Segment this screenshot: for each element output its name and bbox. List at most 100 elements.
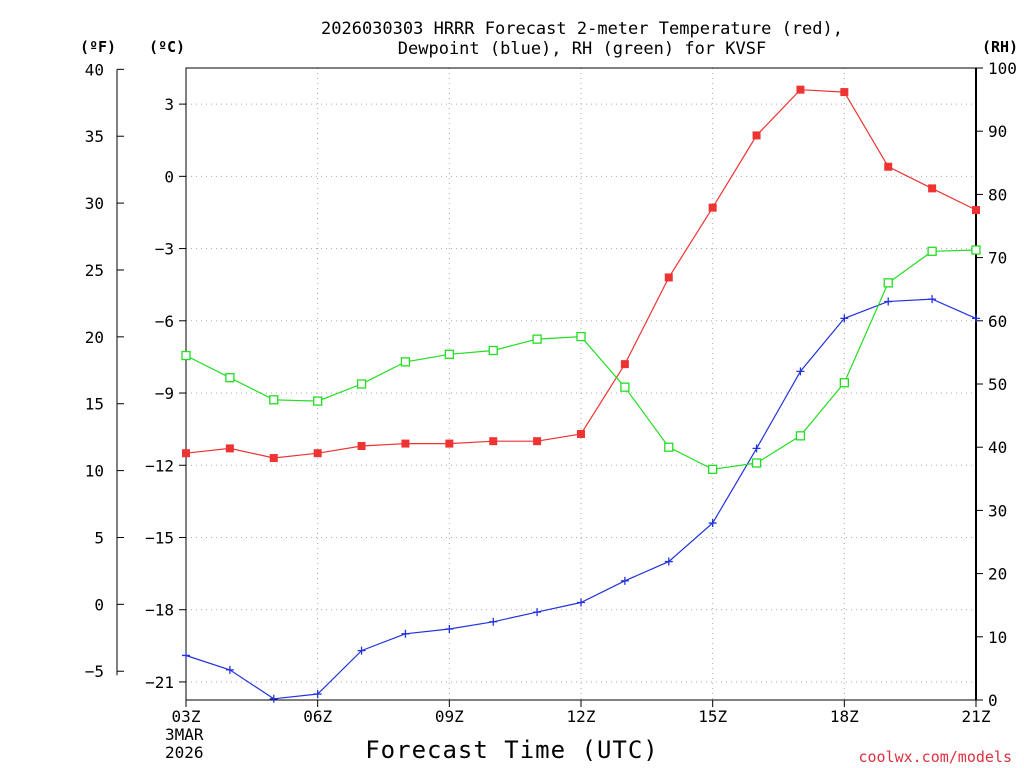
dewpoint-point — [357, 646, 366, 655]
rh-point — [839, 378, 849, 388]
data-series — [181, 85, 981, 703]
rh-point — [181, 350, 191, 361]
rh-point — [400, 357, 411, 367]
chart-subtitle: Dewpoint (blue), RH (green) for KVSF — [398, 39, 766, 59]
temperature-point — [664, 273, 673, 282]
dewpoint-point — [708, 519, 717, 528]
dewpoint-point — [182, 651, 190, 660]
fahrenheit-tick-label: 35 — [85, 127, 104, 146]
dewpoint-point — [445, 624, 454, 633]
rh-tick-label: 50 — [988, 375, 1007, 394]
temperature-point — [489, 437, 498, 446]
dewpoint-point — [928, 295, 937, 304]
rh-point — [313, 396, 323, 406]
celsius-tick-label: −15 — [145, 528, 174, 547]
temperature-point — [533, 437, 542, 446]
rh-point — [269, 395, 279, 405]
rh-point — [532, 334, 542, 344]
rh-point — [444, 349, 454, 359]
rh-point — [620, 382, 630, 392]
temperature-point — [445, 439, 454, 448]
temperature-point — [840, 88, 849, 97]
rh-tick-label: 80 — [988, 185, 1007, 204]
dewpoint-point — [840, 314, 849, 323]
temperature-point — [972, 206, 980, 215]
rh-unit-label: (RH) — [982, 38, 1018, 56]
rh-tick-label: 40 — [988, 438, 1007, 457]
celsius-tick-label: 3 — [164, 95, 174, 114]
celsius-tick-label: −9 — [155, 384, 174, 403]
date-label-day: 3MAR — [165, 725, 204, 744]
temperature-point — [269, 454, 278, 463]
rh-point — [927, 246, 937, 256]
rh-tick-label: 60 — [988, 312, 1007, 331]
x-tick-label: 03Z — [172, 707, 201, 726]
rh-tick-label: 70 — [988, 249, 1007, 268]
celsius-tick-label: −12 — [145, 456, 174, 475]
rh-point — [795, 431, 806, 441]
temperature-point — [708, 203, 717, 212]
fahrenheit-tick-label: 40 — [85, 60, 104, 79]
x-tick-label: 12Z — [567, 707, 596, 726]
dewpoint-point — [401, 629, 410, 638]
dewpoint-point — [533, 608, 542, 617]
x-axis-label: Forecast Time (UTC) — [365, 736, 659, 764]
temperature-point — [884, 162, 893, 171]
dewpoint-point — [796, 367, 805, 376]
credit-label: coolwx.com/models — [858, 748, 1012, 766]
x-tick-label: 21Z — [962, 707, 991, 726]
celsius-tick-label: −18 — [145, 601, 174, 620]
rh-point — [971, 245, 981, 255]
dewpoint-point — [269, 694, 278, 703]
x-tick-label: 09Z — [435, 707, 464, 726]
rh-tick-label: 10 — [988, 628, 1007, 647]
fahrenheit-tick-label: −5 — [85, 662, 104, 681]
celsius-tick-label: −6 — [155, 312, 174, 331]
fahrenheit-tick-label: 25 — [85, 261, 104, 280]
rh-tick-label: 90 — [988, 122, 1007, 141]
dewpoint-point — [577, 598, 585, 607]
dewpoint-point — [489, 617, 498, 626]
chart-title: 2026030303 HRRR Forecast 2-meter Tempera… — [321, 19, 843, 39]
celsius-tick-label: −3 — [155, 240, 174, 259]
celsius-tick-label: 0 — [164, 167, 174, 186]
temperature-point — [182, 449, 190, 458]
dewpoint-point — [664, 557, 673, 566]
fahrenheit-unit-label: (ºF) — [80, 38, 116, 56]
dewpoint-point — [752, 444, 761, 453]
x-tick-label: 15Z — [698, 707, 727, 726]
dewpoint-point — [225, 665, 234, 674]
fahrenheit-tick-label: 15 — [85, 395, 104, 414]
dewpoint-point — [620, 576, 629, 585]
rh-point — [576, 331, 586, 342]
rh-point — [488, 345, 498, 356]
temperature-point — [401, 439, 410, 448]
fahrenheit-tick-label: 0 — [94, 595, 104, 614]
rh-tick-label: 30 — [988, 501, 1007, 520]
rh-point — [225, 373, 235, 383]
rh-point — [664, 442, 674, 452]
temperature-point — [796, 85, 805, 94]
temperature-point — [225, 444, 234, 453]
celsius-tick-label: −21 — [145, 673, 174, 692]
dewpoint-point — [313, 689, 322, 698]
x-tick-label: 06Z — [303, 707, 332, 726]
rh-tick-label: 20 — [988, 565, 1007, 584]
temperature-point — [357, 441, 366, 450]
fahrenheit-tick-label: 30 — [85, 194, 104, 213]
celsius-unit-label: (ºC) — [149, 38, 185, 56]
dewpoint-point — [884, 297, 893, 306]
fahrenheit-tick-label: 20 — [85, 328, 104, 347]
temperature-point — [577, 429, 585, 438]
rh-point — [751, 458, 762, 468]
rh-tick-label: 0 — [988, 691, 998, 710]
rh-point — [356, 379, 367, 389]
axes — [116, 67, 983, 707]
rh-point — [708, 464, 718, 474]
rh-point — [883, 278, 893, 288]
dewpoint-point — [972, 314, 980, 323]
temperature-point — [928, 184, 937, 193]
temperature-point — [313, 449, 322, 458]
